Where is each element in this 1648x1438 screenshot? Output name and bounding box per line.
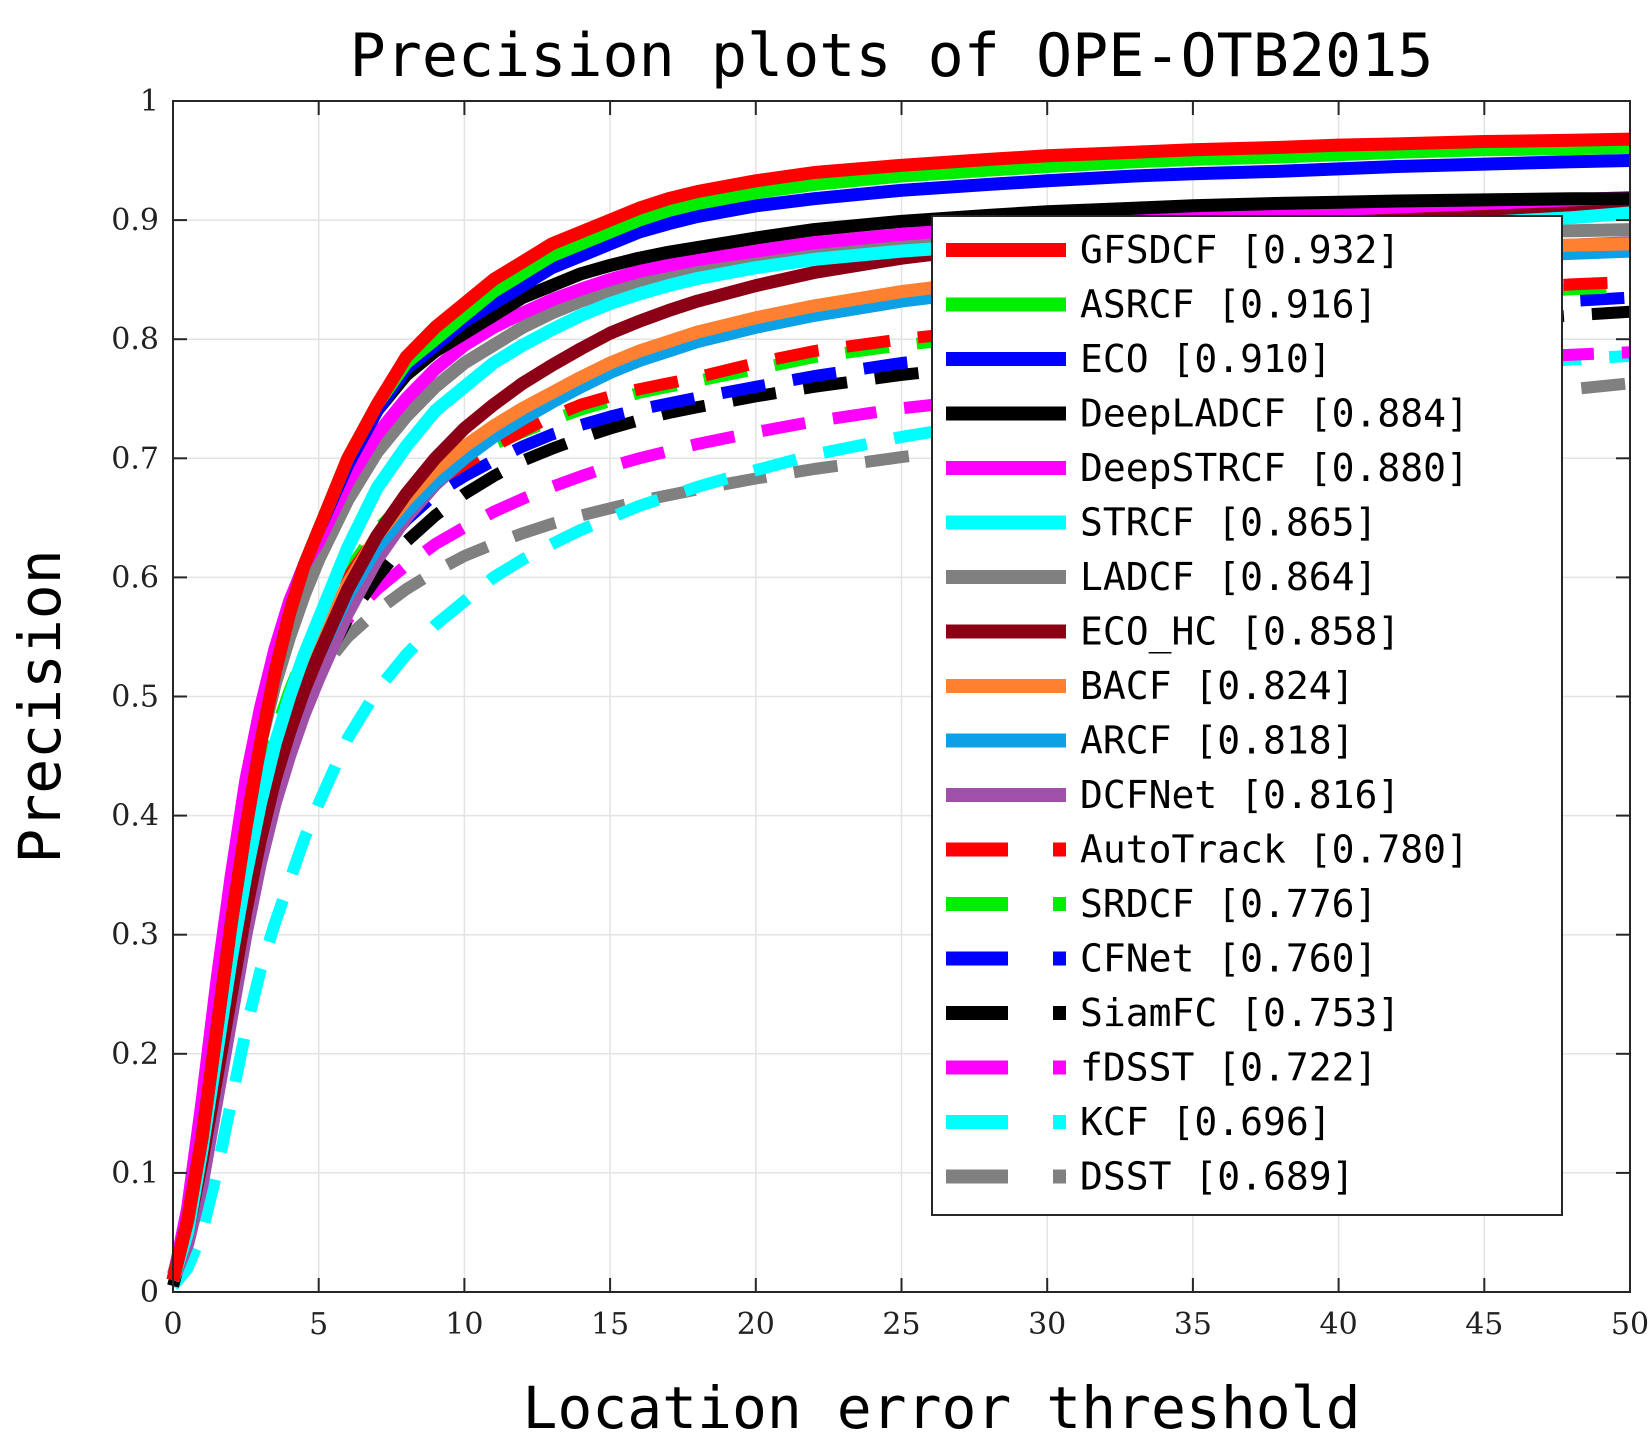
legend-item-dcfnet: DCFNet [0.816]: [946, 773, 1400, 817]
y-tick-label: 0.4: [111, 799, 159, 834]
legend-item-srdcf: SRDCF [0.776]: [946, 882, 1377, 926]
x-tick-label: 20: [737, 1307, 775, 1342]
legend-item-cfnet: CFNet [0.760]: [946, 937, 1377, 981]
legend-box: [931, 215, 1563, 1216]
x-tick-label: 5: [309, 1307, 328, 1342]
legend-item-eco-hc: ECO_HC [0.858]: [946, 610, 1400, 655]
legend-label: DeepSTRCF [0.880]: [1080, 446, 1469, 490]
legend-item-fdsst: fDSST [0.722]: [946, 1046, 1377, 1090]
legend-label: CFNet [0.760]: [1080, 937, 1377, 981]
x-tick-label: 40: [1320, 1307, 1358, 1342]
y-tick-label: 0: [140, 1275, 159, 1310]
legend: GFSDCF [0.932] ASRCF [0.916] ECO [0.910] De…: [931, 215, 1563, 1216]
legend-label: DeepLADCF [0.884]: [1080, 392, 1469, 436]
legend-item-bacf: BACF [0.824]: [946, 664, 1355, 708]
legend-label: DSST [0.689]: [1080, 1155, 1355, 1199]
legend-item-siamfc: SiamFC [0.753]: [946, 991, 1400, 1035]
y-tick-label: 0.7: [111, 441, 159, 476]
y-tick-label: 0.1: [111, 1156, 159, 1191]
x-tick-label: 50: [1611, 1307, 1648, 1342]
ticks: 0 5 10 15 20 25 30 35 40 45 50 0 0.1 0.2 0.3 0.4 0.5 0.6 0…: [111, 84, 1648, 1342]
legend-label: fDSST [0.722]: [1080, 1046, 1377, 1090]
legend-label: SiamFC [0.753]: [1080, 991, 1400, 1035]
x-tick-label: 10: [445, 1307, 483, 1342]
legend-label: AutoTrack [0.780]: [1080, 828, 1469, 872]
chart-title: Precision plots of OPE-OTB2015: [350, 21, 1434, 91]
x-tick-label: 45: [1465, 1307, 1503, 1342]
y-tick-label: 0.9: [111, 203, 159, 238]
legend-label: ECO_HC [0.858]: [1080, 610, 1400, 655]
x-tick-label: 35: [1174, 1307, 1212, 1342]
legend-label: LADCF [0.864]: [1080, 555, 1377, 599]
legend-label: BACF [0.824]: [1080, 664, 1355, 708]
legend-label: SRDCF [0.776]: [1080, 882, 1377, 926]
legend-item-autotrack: AutoTrack [0.780]: [946, 828, 1469, 872]
legend-label: ECO [0.910]: [1080, 337, 1332, 381]
legend-item-deepstrcf: DeepSTRCF [0.880]: [946, 446, 1469, 490]
legend-label: STRCF [0.865]: [1080, 501, 1377, 545]
y-tick-label: 0.5: [111, 680, 159, 715]
legend-item-arcf: ARCF [0.818]: [946, 719, 1355, 763]
legend-label: ASRCF [0.916]: [1080, 283, 1377, 327]
legend-item-deepladcf: DeepLADCF [0.884]: [946, 392, 1469, 436]
legend-label: KCF [0.696]: [1080, 1100, 1332, 1144]
series-line-gfsdcf: [166, 132, 1631, 1282]
y-tick-label: 0.8: [111, 322, 159, 357]
y-tick-label: 0.6: [111, 560, 159, 595]
y-tick-label: 0.2: [111, 1037, 159, 1072]
y-tick-label: 0.3: [111, 918, 159, 953]
legend-item-gfsdcf: GFSDCF [0.932]: [946, 228, 1400, 272]
x-axis-label: Location error threshold: [522, 1374, 1360, 1438]
x-tick-label: 15: [591, 1307, 629, 1342]
legend-label: DCFNet [0.816]: [1080, 773, 1400, 817]
legend-label: GFSDCF [0.932]: [1080, 228, 1400, 272]
y-tick-label: 1: [140, 84, 159, 119]
legend-item-eco: ECO [0.910]: [946, 337, 1332, 381]
legend-item-dsst: DSST [0.689]: [946, 1155, 1355, 1199]
x-tick-label: 0: [163, 1307, 182, 1342]
legend-item-asrcf: ASRCF [0.916]: [946, 283, 1377, 327]
y-axis-label: Precision: [6, 549, 74, 863]
x-tick-label: 30: [1028, 1307, 1066, 1342]
legend-item-ladcf: LADCF [0.864]: [946, 555, 1377, 599]
x-tick-label: 25: [882, 1307, 920, 1342]
legend-item-strcf: STRCF [0.865]: [946, 501, 1377, 545]
legend-item-kcf: KCF [0.696]: [946, 1100, 1332, 1144]
legend-label: ARCF [0.818]: [1080, 719, 1355, 763]
